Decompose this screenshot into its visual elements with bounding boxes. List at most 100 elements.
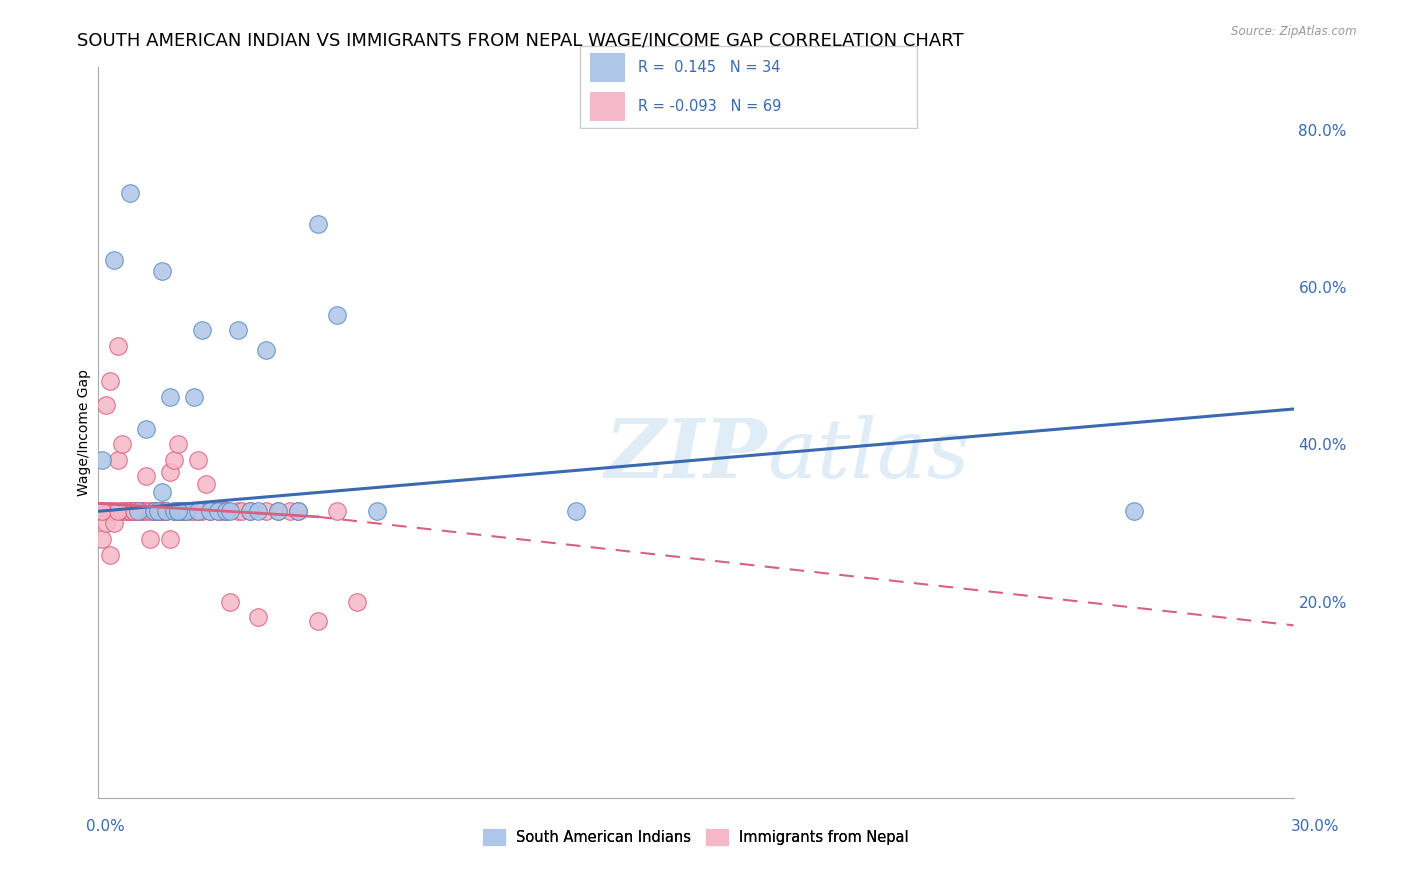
Point [254, 343, 277, 357]
Point [143, 504, 166, 518]
Point [111, 504, 134, 518]
Point [135, 504, 157, 518]
Point [124, 504, 146, 518]
Point [187, 504, 209, 518]
Text: Source: ZipAtlas.com: Source: ZipAtlas.com [1232, 25, 1357, 38]
Point [115, 504, 138, 518]
Point [187, 504, 209, 518]
Point [111, 437, 134, 451]
Point [96, 516, 118, 530]
Point [148, 504, 170, 518]
Point [287, 504, 309, 518]
Point [226, 504, 249, 518]
Point [107, 339, 129, 353]
Text: R =  0.145   N = 34: R = 0.145 N = 34 [638, 60, 780, 75]
Point [124, 504, 146, 518]
FancyBboxPatch shape [579, 46, 918, 128]
Point [287, 504, 309, 518]
Bar [591, 54, 624, 82]
Point [98, 548, 122, 562]
Point [239, 504, 262, 518]
Point [267, 504, 290, 518]
Point [246, 504, 269, 518]
Y-axis label: Wage/Income Gap: Wage/Income Gap [77, 369, 91, 496]
Point [267, 504, 290, 518]
Point [127, 504, 149, 518]
Point [207, 504, 229, 518]
Point [172, 504, 194, 518]
Point [150, 504, 173, 518]
Point [187, 453, 209, 467]
Point [226, 323, 249, 337]
Point [91, 453, 114, 467]
Point [183, 504, 205, 518]
Point [231, 504, 253, 518]
Point [163, 504, 186, 518]
Point [155, 504, 177, 518]
Point [219, 504, 242, 518]
Point [135, 422, 157, 436]
Point [163, 504, 186, 518]
Point [326, 308, 349, 322]
Point [346, 595, 368, 609]
Point [159, 465, 181, 479]
Point [96, 398, 118, 412]
Point [159, 532, 181, 546]
Point [103, 516, 125, 530]
Point [179, 504, 201, 518]
Point [98, 375, 122, 389]
Point [172, 504, 194, 518]
Point [167, 437, 190, 451]
Point [115, 504, 138, 518]
Point [174, 504, 197, 518]
Text: SOUTH AMERICAN INDIAN VS IMMIGRANTS FROM NEPAL WAGE/INCOME GAP CORRELATION CHART: SOUTH AMERICAN INDIAN VS IMMIGRANTS FROM… [77, 31, 965, 49]
Point [98, 504, 122, 518]
Point [148, 504, 170, 518]
Point [211, 504, 233, 518]
Point [1123, 504, 1146, 518]
Point [191, 323, 214, 337]
Point [91, 504, 114, 518]
Point [103, 504, 125, 518]
Point [127, 504, 149, 518]
Point [215, 504, 238, 518]
Point [207, 504, 229, 518]
Point [167, 504, 190, 518]
Point [150, 264, 173, 278]
Point [167, 504, 190, 518]
Point [278, 504, 301, 518]
Point [565, 504, 588, 518]
Point [219, 595, 242, 609]
Point [239, 504, 262, 518]
Point [150, 504, 173, 518]
Point [96, 504, 118, 518]
Text: 0.0%: 0.0% [86, 820, 125, 834]
Point [150, 484, 173, 499]
Point [103, 252, 125, 267]
Point [198, 504, 221, 518]
Point [107, 504, 129, 518]
Text: ZIP: ZIP [605, 415, 768, 494]
Bar [591, 92, 624, 120]
Point [91, 532, 114, 546]
Point [127, 504, 149, 518]
Point [155, 504, 177, 518]
Point [191, 504, 214, 518]
Point [139, 504, 162, 518]
Point [143, 504, 166, 518]
Point [246, 610, 269, 624]
Text: atlas: atlas [768, 415, 970, 494]
Text: R = -0.093   N = 69: R = -0.093 N = 69 [638, 99, 782, 114]
Point [120, 504, 142, 518]
Point [143, 504, 166, 518]
Point [215, 504, 238, 518]
Text: 30.0%: 30.0% [1291, 820, 1339, 834]
Point [155, 504, 177, 518]
Point [307, 615, 329, 629]
Point [135, 468, 157, 483]
Point [107, 453, 129, 467]
Point [198, 504, 221, 518]
Point [124, 504, 146, 518]
Point [183, 390, 205, 404]
Point [120, 186, 142, 200]
